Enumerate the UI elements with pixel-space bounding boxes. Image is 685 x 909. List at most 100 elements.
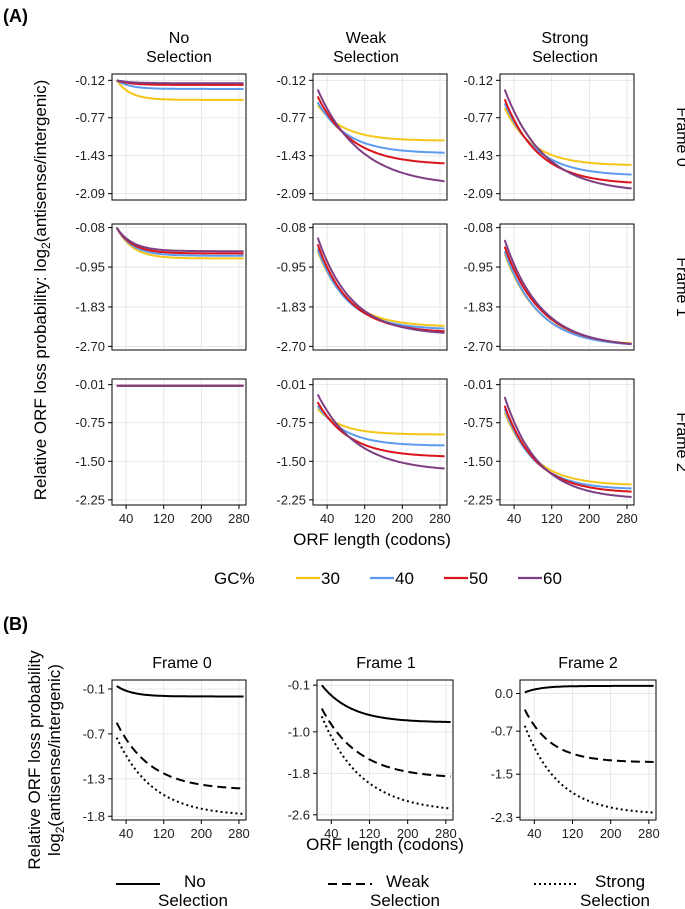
panel-b-ylabel-line2: log2(antisense/intergenic) — [45, 664, 67, 856]
gc-legend-label-40: 40 — [395, 569, 414, 588]
facet-frame0-strong-selection-series-60 — [503, 89, 632, 190]
gc-legend-title: GC% — [214, 569, 255, 588]
facet-frame2-no-selection-ytick-label: -0.75 — [75, 415, 105, 430]
facet-frame2-strong-selection-xtick-label: 200 — [578, 511, 600, 526]
facet-frame2-weak-selection-series-60 — [316, 393, 445, 470]
panel-b-facet-frame2-ytick-label: -2.3 — [491, 810, 513, 825]
strip-no-selection-line2: Selection — [146, 49, 212, 66]
facet-frame2-weak-selection-ytick-label: -0.75 — [276, 415, 306, 430]
facet-frame0-no-selection-series-50 — [116, 79, 244, 86]
legend-weak-selection-line2: Selection — [370, 891, 440, 909]
gc-legend-label-30: 30 — [321, 569, 340, 588]
facet-frame0-strong-selection-ytick-label: -0.12 — [463, 73, 493, 88]
facet-frame1-no-selection-ytick-label: -0.95 — [75, 260, 105, 275]
facet-frame1-strong-selection-ytick-label: -0.08 — [463, 220, 493, 235]
panel-b-facet-frame0-ytick-label: -0.7 — [83, 726, 105, 741]
panel-b-ylabel-line1: Relative ORF loss probability — [25, 650, 44, 870]
facet-frame2-strong-selection-ytick-label: -1.50 — [463, 454, 493, 469]
facet-frame2-no-selection-frame — [111, 378, 247, 506]
panel-b-title-frame-1: Frame 1 — [356, 655, 416, 672]
facet-frame2-strong-selection-xtick-label: 120 — [541, 511, 563, 526]
panel-b-facet-frame1-series-strong-selection — [320, 715, 451, 810]
panel-b-facet-frame2-xtick-label: 200 — [600, 826, 622, 841]
facet-frame1-weak-selection-series-40 — [316, 248, 445, 330]
facet-frame1-no-selection-series-30 — [115, 227, 244, 260]
facet-frame1-no-selection-ytick-label: -0.08 — [75, 220, 105, 235]
panel-b-facet-frame0-ytick-label: -0.1 — [83, 681, 105, 696]
panel-a-facets: -0.12 -0.77 -1.43 -2.09 -0.12 -0.77 -1.43 -2.09… — [75, 73, 637, 526]
facet-frame0-strong-selection-ytick-label: -0.77 — [463, 110, 493, 125]
legend-no-selection-line1: No — [184, 872, 206, 891]
panel-b-facet-frame0-series-strong-selection — [115, 737, 244, 815]
facet-frame1-strong-selection-ytick-label: -2.70 — [463, 339, 493, 354]
panel-b-facet-frame1-ytick-label: -1.0 — [288, 724, 310, 739]
facet-frame1-weak-selection-frame — [312, 223, 448, 351]
gc-legend-label-60: 60 — [543, 569, 562, 588]
facet-frame0-strong-selection: -0.12 -0.77 -1.43 -2.09 — [463, 73, 635, 201]
facet-frame1-weak-selection-series-60 — [316, 237, 445, 334]
facet-frame0-weak-selection-series-30 — [316, 104, 445, 142]
panel-b-facet-frame2-series-weak-selection — [523, 709, 654, 763]
panel-b-facet-frame1: -0.1 -1.0 -1.8 -2.6 40 120 200 280 — [288, 678, 457, 841]
facet-frame2-weak-selection-xtick-label: 280 — [429, 511, 451, 526]
panel-b-title-frame-2: Frame 2 — [558, 655, 618, 672]
panel-b-facet-frame1-xtick-label: 120 — [359, 826, 381, 841]
facet-frame2-strong-selection-ytick-label: -0.01 — [463, 377, 493, 392]
facet-frame0-weak-selection-frame — [312, 73, 448, 201]
panel-b-facet-frame0-ytick-label: -1.3 — [83, 771, 105, 786]
gc-legend: GC% 30 40 50 60 — [214, 569, 562, 588]
facet-frame2-weak-selection-ytick-label: -2.25 — [276, 492, 306, 507]
facet-frame0-no-selection-series-40 — [116, 79, 244, 90]
facet-frame0-no-selection-series-60 — [116, 79, 244, 85]
panel-b-facet-frame1-ytick-label: -2.6 — [288, 807, 310, 822]
facet-frame2-no-selection-ytick-label: -0.01 — [75, 377, 105, 392]
facet-frame0-no-selection-ytick-label: -0.77 — [75, 110, 105, 125]
facet-frame1-no-selection-series-40 — [115, 227, 244, 257]
panel-b-facet-frame0-xtick-label: 40 — [119, 826, 133, 841]
strip-strong-selection-line2: Selection — [532, 49, 598, 66]
facet-frame0-no-selection-ytick-label: -2.09 — [75, 186, 105, 201]
facet-frame1-weak-selection-ytick-label: -0.95 — [276, 260, 306, 275]
facet-frame0-weak-selection-ytick-label: -2.09 — [276, 186, 306, 201]
facet-frame1-no-selection: -0.08 -0.95 -1.83 -2.70 — [75, 220, 247, 354]
facet-frame2-no-selection-xtick-label: 200 — [190, 511, 212, 526]
facet-frame2-weak-selection-xtick-label: 200 — [391, 511, 413, 526]
panel-a-letter: (A) — [3, 6, 28, 26]
panel-a-column-strips: No Selection Weak Selection Strong Selec… — [146, 30, 598, 66]
facet-frame0-weak-selection-ytick-label: -1.43 — [276, 148, 306, 163]
strip-frame-2: Frame 2 — [673, 412, 685, 472]
facet-frame2-strong-selection: -0.01 -0.75 -1.50 -2.25 40 120 200 280 — [463, 377, 637, 526]
facet-frame0-weak-selection-series-50 — [316, 95, 445, 165]
facet-frame2-strong-selection-ytick-label: -0.75 — [463, 415, 493, 430]
panel-b-facet-frame0-xtick-label: 120 — [153, 826, 175, 841]
facet-frame1-weak-selection-ytick-label: -1.83 — [276, 299, 306, 314]
panel-b-facet-frame0-series-weak-selection — [115, 722, 244, 790]
panel-b-facet-frame0-series-no-selection — [116, 685, 244, 698]
facet-frame2-strong-selection-frame — [499, 378, 635, 506]
facet-frame2-no-selection: -0.01 -0.75 -1.50 -2.25 40 120 200 280 — [75, 377, 249, 526]
panel-b-facet-frame2-xtick-label: 120 — [562, 826, 584, 841]
facet-frame1-strong-selection-series-60 — [503, 239, 632, 346]
facet-frame0-no-selection-frame — [111, 73, 247, 201]
gc-legend-label-50: 50 — [469, 569, 488, 588]
legend-no-selection-line2: Selection — [158, 891, 228, 909]
panel-a-xlabel: ORF length (codons) — [293, 530, 451, 549]
panel-b-facet-frame0: -0.1 -0.7 -1.3 -1.8 40 120 200 280 — [83, 679, 250, 841]
panel-b-facet-frame0-frame — [111, 679, 247, 821]
facet-frame1-no-selection-ytick-label: -2.70 — [75, 339, 105, 354]
facet-frame0-strong-selection-frame — [499, 73, 635, 201]
panel-b-facet-frame0-xtick-label: 280 — [228, 826, 250, 841]
legend-strong-selection-line2: Selection — [580, 891, 650, 909]
facet-frame1-no-selection-series-50 — [115, 227, 244, 255]
facet-frame0-strong-selection-ytick-label: -2.09 — [463, 186, 493, 201]
panel-b-facet-frame2-series-strong-selection — [523, 725, 654, 814]
panel-b-facet-frame1-ytick-label: -0.1 — [288, 678, 310, 693]
panel-b-facet-frame0-xtick-label: 200 — [190, 826, 212, 841]
facet-frame2-strong-selection-xtick-label: 280 — [616, 511, 638, 526]
panel-b-facet-frame1-xtick-label: 200 — [397, 826, 419, 841]
facet-frame2-weak-selection-ytick-label: -1.50 — [276, 454, 306, 469]
facet-frame2-strong-selection-xtick-label: 40 — [507, 511, 521, 526]
panel-b-facet-frame2-xtick-label: 280 — [638, 826, 660, 841]
facet-frame2-strong-selection-series-60 — [503, 396, 632, 498]
panel-b-facet-frame2-ytick-label: 0.0 — [495, 686, 513, 701]
